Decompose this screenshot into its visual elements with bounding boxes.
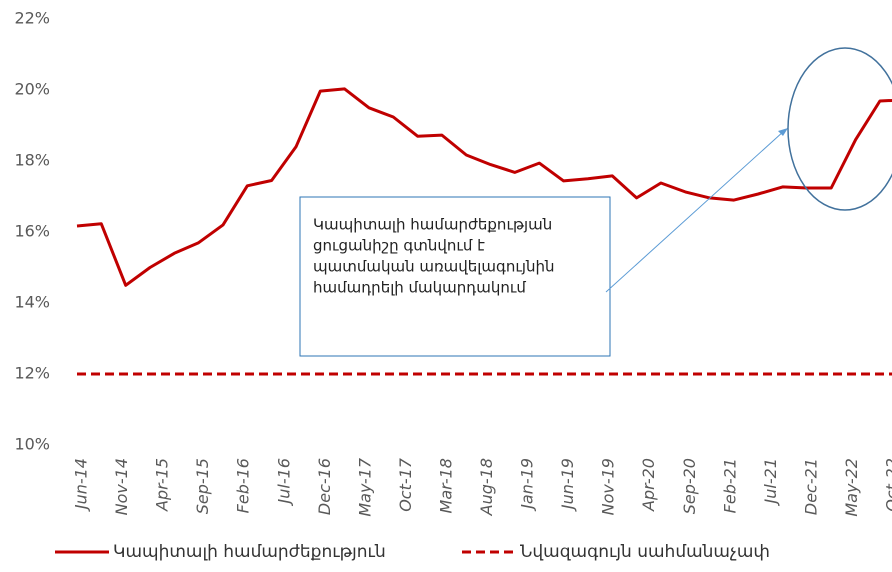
x-tick-label: Dec-21 bbox=[801, 458, 820, 515]
x-tick-label: Nov-14 bbox=[112, 458, 131, 515]
y-tick-label: 12% bbox=[14, 364, 50, 383]
x-tick-label: Jan-19 bbox=[518, 458, 537, 512]
x-tick-label: Apr-15 bbox=[153, 458, 172, 512]
annotation-text: համադրելի մակարդակում bbox=[313, 279, 526, 297]
x-tick-label: Aug-18 bbox=[477, 458, 496, 516]
annotation-arrow bbox=[605, 130, 785, 293]
x-tick-label: Sep-15 bbox=[193, 458, 212, 514]
y-tick-label: 16% bbox=[14, 222, 50, 241]
x-tick-label: Jun-19 bbox=[558, 458, 577, 512]
annotation-text: Կապիտալի համարժեքության bbox=[313, 216, 552, 234]
x-tick-label: Sep-20 bbox=[680, 458, 699, 514]
x-tick-label: Apr-20 bbox=[639, 458, 658, 512]
arrow-head bbox=[778, 128, 788, 136]
x-tick-label: May-22 bbox=[842, 458, 861, 517]
annotation-text: ցուցանիշը գտնվում է bbox=[313, 237, 485, 255]
y-tick-label: 10% bbox=[14, 435, 50, 454]
x-tick-label: Dec-16 bbox=[315, 458, 334, 515]
x-tick-label: Mar-18 bbox=[436, 458, 455, 513]
x-tick-label: Oct-17 bbox=[396, 457, 415, 512]
annotation-text: պատմական առավելագույնին bbox=[313, 258, 554, 276]
x-tick-label: Nov-19 bbox=[599, 458, 618, 515]
y-tick-label: 18% bbox=[14, 151, 50, 170]
y-tick-label: 14% bbox=[14, 293, 50, 312]
y-tick-label: 22% bbox=[14, 9, 50, 28]
x-tick-label: Feb-16 bbox=[234, 458, 253, 513]
x-tick-label: Feb-21 bbox=[720, 458, 739, 513]
annotation-box bbox=[299, 196, 611, 357]
x-tick-label: Jul-16 bbox=[274, 458, 293, 506]
y-tick-label: 20% bbox=[14, 80, 50, 99]
x-tick-label: Jun-14 bbox=[72, 458, 91, 512]
x-tick-label: Oct-22 bbox=[883, 458, 892, 512]
data-line bbox=[76, 87, 892, 287]
highlight-ellipse bbox=[787, 47, 892, 211]
legend-label: Նվազագույն սահմանաչափ bbox=[520, 542, 770, 562]
x-tick-label: Jul-21 bbox=[761, 458, 780, 506]
x-tick-label: May-17 bbox=[355, 457, 374, 516]
legend-label: Կապիտալի համարժեքություն bbox=[113, 542, 386, 562]
